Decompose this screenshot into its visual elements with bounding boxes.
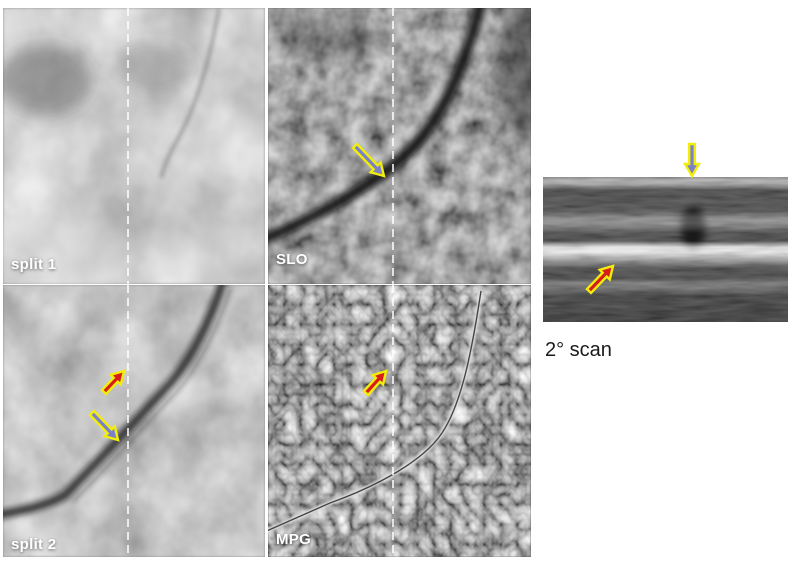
panel-mpg: MPG (268, 285, 531, 557)
split1-annotation-overlay (127, 8, 129, 284)
slo-annotation-overlay (351, 8, 394, 284)
panel-slo: SLO (268, 8, 531, 284)
split2-retina-texture (3, 285, 265, 557)
panel-label-split2: split 2 (11, 536, 57, 553)
mpg-red-arrow-icon (362, 369, 388, 397)
split1-retina-texture (3, 8, 265, 284)
oct-bscan-image (543, 177, 788, 322)
oct-speckle-texture (543, 177, 788, 322)
oct-annotation-overlay (585, 142, 702, 295)
oct-caption: 2° scan (545, 339, 612, 361)
mpg-retina-texture (268, 285, 531, 557)
slo-retina-texture (268, 8, 531, 284)
panel-split1: split 1 (3, 8, 265, 284)
oct-red-arrow-icon (585, 264, 615, 295)
split2-red-arrow-icon (100, 369, 126, 396)
slo-blue-arrow-icon (351, 142, 386, 178)
panel-label-split1: split 1 (11, 256, 57, 273)
panel-label-mpg: MPG (276, 531, 312, 548)
panel-label-slo: SLO (276, 251, 308, 268)
mpg-annotation-overlay (362, 285, 394, 557)
oct-blue-down-arrow-icon (682, 142, 702, 179)
split2-annotation-overlay (88, 285, 129, 557)
split2-blue-arrow-icon (88, 409, 120, 442)
panel-split2: split 2 (3, 285, 265, 557)
